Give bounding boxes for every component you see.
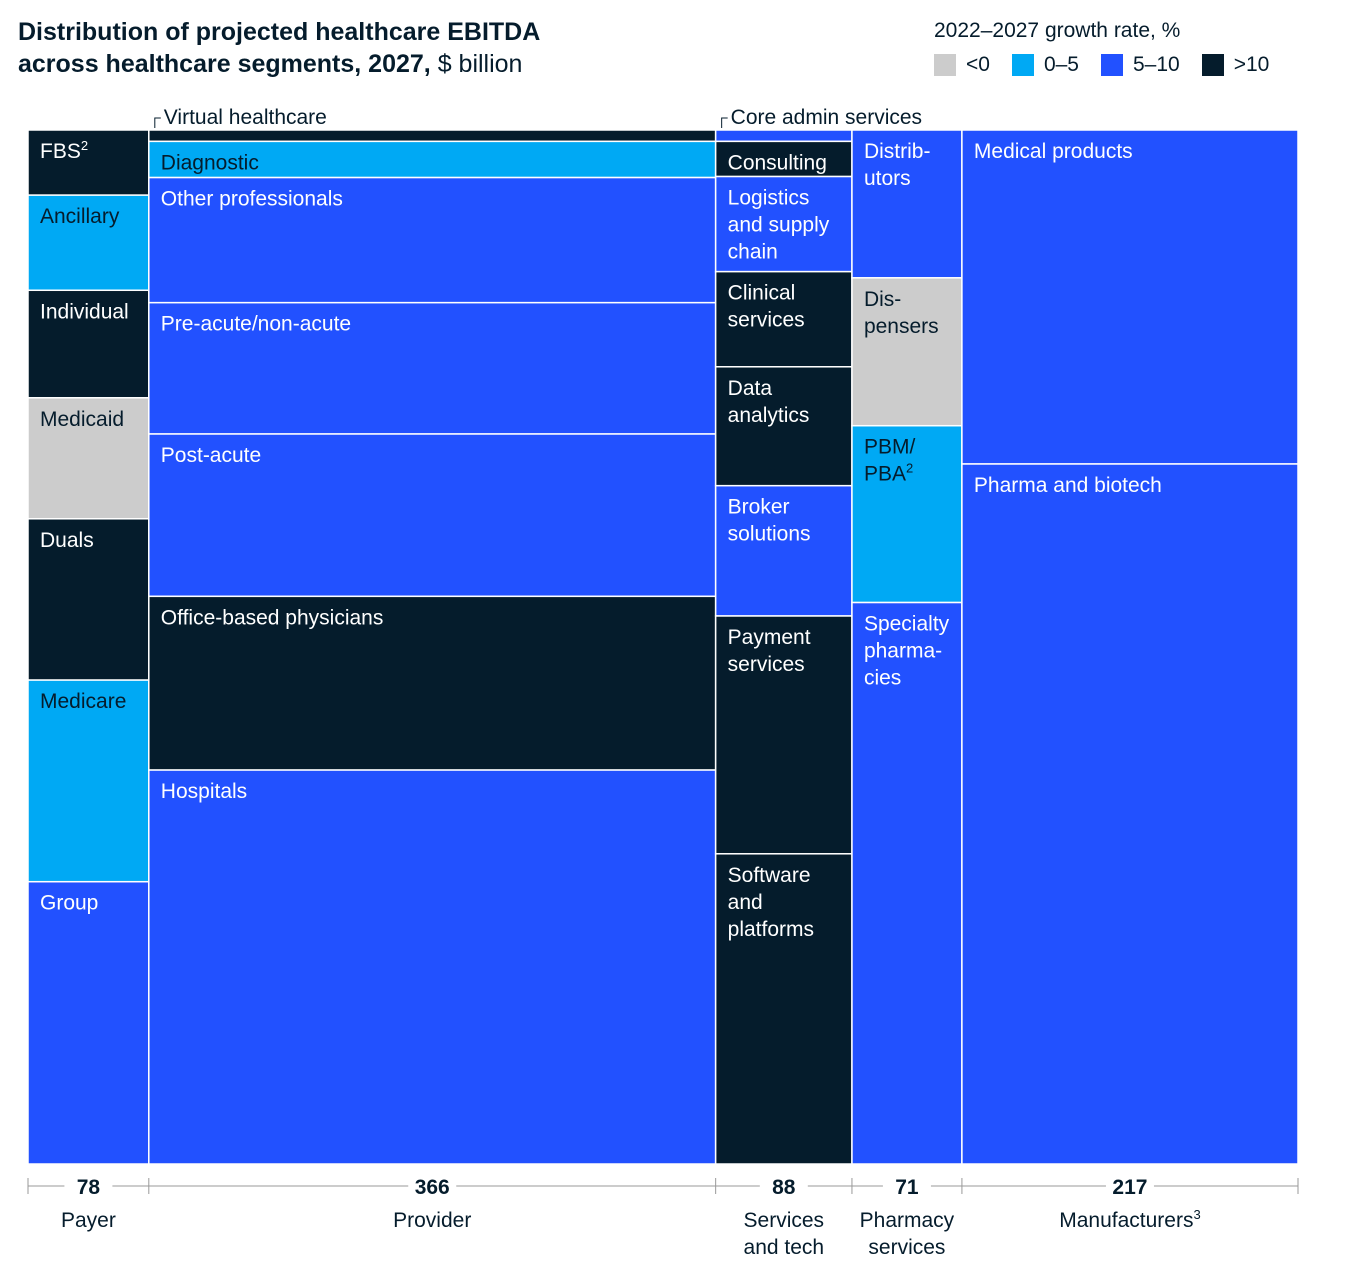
segment-ancillary xyxy=(27,194,150,292)
segment-label-consulting: Consulting xyxy=(728,151,827,174)
segment-label-group: Group xyxy=(40,892,98,915)
segment-label-ancillary: Ancillary xyxy=(40,205,120,228)
segment-dispensers xyxy=(851,277,963,427)
legend-label-0-5: 0–5 xyxy=(1043,53,1079,76)
segment-distributors xyxy=(851,129,963,279)
segment-label-pbm-pba: PBM/PBA2 xyxy=(864,436,916,486)
segment-label-specialty-pharmacies: Specialty pharma-cies xyxy=(864,613,950,690)
segment-label-post-acute: Post-acute xyxy=(161,444,261,467)
segment-diagnostic xyxy=(148,140,717,179)
chart-unit: $ billion xyxy=(437,50,523,78)
segment-label-pre-acute-non-acute: Pre-acute/non-acute xyxy=(161,313,351,336)
segment-office-based-physicians xyxy=(148,595,717,771)
segment-group xyxy=(27,880,150,1165)
segment-label-payment-services: Payment services xyxy=(728,626,811,676)
segment-payment-services xyxy=(714,615,853,855)
segment-consulting xyxy=(714,140,853,178)
legend-item-negative: <0 xyxy=(934,54,990,76)
segment-medicare xyxy=(27,679,150,883)
segment-label-clinical-services: Clinical services xyxy=(728,282,805,332)
segment-specialty-pharmacies xyxy=(851,601,963,1165)
column-total-provider: 366 xyxy=(415,1176,450,1199)
segment-label-data-analytics: Data analytics xyxy=(728,377,810,427)
chart-title-line2: across healthcare segments, 2027, xyxy=(18,50,431,78)
column-label-manufacturers: Manufacturers3 xyxy=(1059,1207,1200,1232)
segment-pharma-and-biotech xyxy=(961,463,1299,1165)
legend-swatch-over-10 xyxy=(1201,54,1224,76)
chart-title-line1: Distribution of projected healthcare EBI… xyxy=(18,18,541,46)
segment-label-medicare: Medicare xyxy=(40,690,126,713)
segment-label-medicaid: Medicaid xyxy=(40,408,124,431)
legend-label-5-10: 5–10 xyxy=(1133,53,1180,76)
segment-fbs xyxy=(27,129,150,196)
legend-item-0-5: 0–5 xyxy=(1011,53,1079,76)
legend-title: 2022–2027 growth rate, % xyxy=(934,19,1181,42)
segment-label-pharma-and-biotech: Pharma and biotech xyxy=(974,474,1162,497)
segment-core-admin-services xyxy=(714,129,853,143)
legend-item-5-10: 5–10 xyxy=(1101,54,1180,76)
segment-label-individual: Individual xyxy=(40,300,129,323)
callout-label-core-admin-services: Core admin services xyxy=(731,106,922,129)
legend-label-over-10: >10 xyxy=(1233,53,1270,76)
column-label-payer: Payer xyxy=(61,1209,116,1232)
segment-other-professionals xyxy=(148,176,717,304)
segment-label-office-based-physicians: Office-based physicians xyxy=(161,606,384,629)
segment-pre-acute-non-acute xyxy=(148,301,717,435)
segment-label-fbs: FBS2 xyxy=(40,138,88,163)
column-label-pharmacy-services: Pharmacy services xyxy=(860,1209,955,1259)
column-label-services-and-tech: Services and tech xyxy=(744,1209,825,1259)
segment-hospitals xyxy=(148,769,717,1165)
segment-broker-solutions xyxy=(714,484,853,617)
callout-bracket-virtual-healthcare xyxy=(154,117,161,128)
segment-clinical-services xyxy=(714,270,853,368)
segment-label-distributors: Distrib-utors xyxy=(864,140,931,190)
legend-items: <0 0–5 5–10 >10 xyxy=(934,54,1269,76)
segment-medicaid xyxy=(27,397,150,520)
segment-label-diagnostic: Diagnostic xyxy=(161,151,259,174)
segment-label-dispensers: Dis-pensers xyxy=(864,288,939,338)
chart-title: Distribution of projected healthcare EBI… xyxy=(18,16,540,80)
legend-label-negative: <0 xyxy=(966,53,990,76)
legend-item-over-10: >10 xyxy=(1201,53,1270,76)
legend: 2022–2027 growth rate, % <0 0–5 5–10 >10 xyxy=(934,18,1269,76)
segment-label-hospitals: Hospitals xyxy=(161,780,247,803)
legend-swatch-negative xyxy=(934,54,956,76)
column-label-provider: Provider xyxy=(393,1209,471,1232)
segment-post-acute xyxy=(148,433,717,598)
callout-label-virtual-healthcare: Virtual healthcare xyxy=(164,106,327,129)
segment-label-duals: Duals xyxy=(40,529,94,552)
column-total-services-and-tech: 88 xyxy=(772,1176,796,1199)
segment-virtual-healthcare xyxy=(148,129,717,143)
segment-label-logistics-and-supply-chain: Logistics and supply chain xyxy=(728,187,830,264)
column-total-pharmacy-services: 71 xyxy=(895,1176,919,1199)
legend-swatch-0-5 xyxy=(1011,54,1034,76)
callout-bracket-core-admin-services xyxy=(721,117,728,128)
segment-pbm-pba xyxy=(851,424,963,604)
segment-label-software-and-platforms: Software and platforms xyxy=(728,864,814,941)
segment-label-broker-solutions: Broker solutions xyxy=(728,496,811,546)
segment-label-other-professionals: Other professionals xyxy=(161,188,343,211)
segment-medical-products xyxy=(961,129,1299,465)
segment-label-medical-products: Medical products xyxy=(974,140,1133,163)
legend-swatch-5-10 xyxy=(1101,54,1123,76)
column-total-payer: 78 xyxy=(77,1176,101,1199)
column-total-manufacturers: 217 xyxy=(1112,1176,1147,1199)
